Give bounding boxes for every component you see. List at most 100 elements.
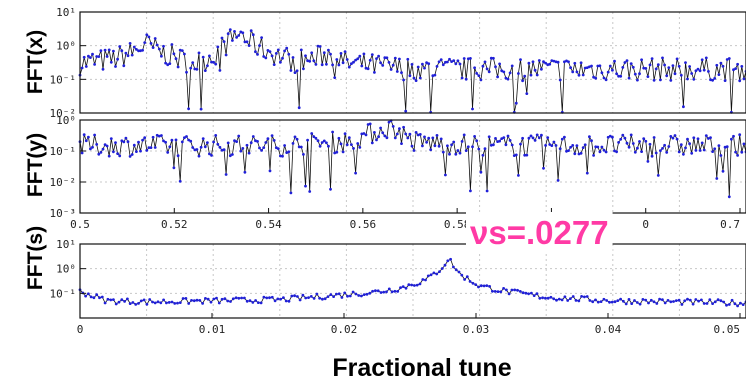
data-point bbox=[316, 44, 320, 48]
data-point bbox=[716, 298, 720, 302]
data-point bbox=[507, 292, 511, 296]
data-point bbox=[435, 134, 439, 137]
data-point bbox=[284, 299, 288, 303]
data-point bbox=[371, 289, 374, 293]
data-point bbox=[613, 300, 617, 304]
data-point bbox=[615, 72, 618, 76]
data-point bbox=[354, 171, 357, 175]
data-point bbox=[481, 153, 485, 157]
data-point bbox=[283, 49, 286, 53]
data-point bbox=[393, 56, 397, 60]
data-point bbox=[293, 135, 297, 139]
data-point bbox=[540, 133, 543, 137]
data-point bbox=[717, 144, 721, 148]
data-point bbox=[588, 299, 592, 302]
data-point bbox=[688, 142, 691, 146]
data-point bbox=[274, 52, 278, 55]
data-point bbox=[362, 293, 366, 296]
data-point bbox=[198, 299, 202, 302]
data-point bbox=[358, 146, 362, 149]
data-point bbox=[184, 297, 188, 300]
data-point bbox=[220, 36, 224, 40]
data-point bbox=[659, 78, 662, 82]
data-point bbox=[741, 303, 745, 306]
data-point bbox=[323, 297, 327, 301]
data-point bbox=[254, 139, 257, 143]
data-point bbox=[438, 270, 441, 273]
data-point bbox=[598, 150, 602, 154]
data-point bbox=[621, 66, 625, 69]
data-point bbox=[362, 132, 366, 135]
data-point bbox=[594, 145, 598, 149]
data-point bbox=[410, 283, 413, 287]
data-point bbox=[120, 298, 124, 302]
data-point bbox=[208, 152, 211, 156]
data-point bbox=[168, 62, 172, 65]
data-point bbox=[502, 136, 506, 140]
data-point bbox=[337, 63, 341, 67]
data-point bbox=[588, 135, 591, 139]
data-point bbox=[542, 60, 545, 64]
data-point bbox=[101, 147, 105, 151]
data-point bbox=[193, 67, 197, 71]
data-point bbox=[385, 290, 388, 294]
data-point bbox=[358, 54, 362, 58]
data-point bbox=[343, 132, 347, 136]
data-point bbox=[711, 78, 714, 82]
data-point bbox=[525, 153, 529, 157]
panel-frame bbox=[79, 119, 746, 214]
data-point bbox=[704, 134, 708, 138]
data-point bbox=[466, 57, 470, 61]
data-point bbox=[231, 153, 234, 156]
data-point bbox=[558, 78, 562, 82]
data-point bbox=[690, 151, 694, 155]
data-point bbox=[656, 174, 660, 177]
data-point bbox=[479, 170, 483, 174]
data-point bbox=[510, 64, 514, 68]
data-point bbox=[644, 67, 648, 70]
data-point bbox=[327, 48, 330, 52]
data-point bbox=[700, 58, 704, 62]
data-point bbox=[471, 145, 474, 149]
data-point bbox=[391, 63, 395, 67]
data-point bbox=[270, 295, 274, 299]
data-point bbox=[339, 52, 343, 55]
data-point bbox=[291, 142, 295, 145]
data-point bbox=[251, 301, 255, 304]
data-point bbox=[719, 299, 723, 303]
data-point bbox=[312, 135, 316, 139]
data-point bbox=[552, 59, 556, 63]
data-point bbox=[465, 275, 469, 279]
data-point bbox=[329, 293, 333, 296]
data-point bbox=[627, 298, 631, 301]
data-point bbox=[320, 141, 324, 144]
data-point bbox=[469, 189, 472, 193]
data-point bbox=[414, 131, 418, 134]
data-point bbox=[166, 151, 170, 154]
data-point bbox=[176, 301, 179, 305]
data-point bbox=[727, 303, 731, 306]
data-point bbox=[617, 141, 620, 144]
data-point bbox=[473, 66, 476, 70]
data-point bbox=[635, 301, 639, 304]
data-point bbox=[519, 142, 522, 146]
data-point bbox=[316, 139, 320, 143]
data-point bbox=[437, 144, 441, 148]
data-point bbox=[585, 171, 589, 175]
data-point bbox=[437, 60, 441, 64]
data-point bbox=[312, 59, 316, 63]
data-point bbox=[629, 133, 633, 137]
data-point bbox=[185, 70, 188, 74]
data-point bbox=[458, 62, 462, 66]
data-point bbox=[229, 300, 232, 303]
data-point bbox=[469, 57, 472, 60]
data-point bbox=[496, 290, 500, 293]
data-point bbox=[427, 62, 431, 66]
data-point bbox=[191, 61, 195, 64]
data-point bbox=[237, 296, 241, 300]
x-tick-label: 0.05 bbox=[714, 323, 741, 336]
data-point bbox=[203, 69, 207, 72]
data-point bbox=[354, 292, 358, 296]
data-point bbox=[638, 72, 641, 76]
data-point bbox=[354, 58, 357, 62]
